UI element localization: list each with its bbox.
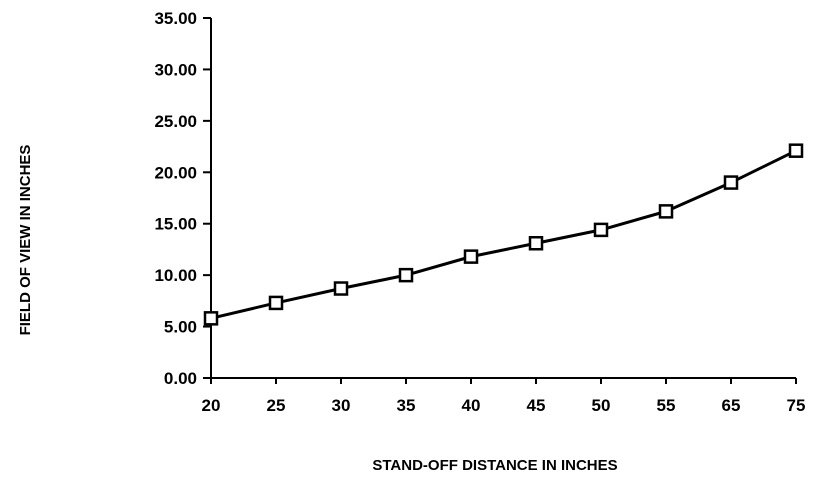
- x-tick-label: 40: [462, 396, 481, 415]
- y-axis-title: FIELD OF VIEW IN INCHES: [17, 145, 34, 336]
- y-tick-label: 5.00: [164, 318, 197, 337]
- y-tick-label: 20.00: [154, 163, 197, 182]
- x-tick-label: 65: [722, 396, 741, 415]
- y-tick-label: 25.00: [154, 112, 197, 131]
- x-tick-label: 75: [787, 396, 806, 415]
- series-line: [210, 149, 797, 320]
- x-tick-label: 20: [202, 396, 221, 415]
- data-point-marker: [593, 222, 609, 238]
- data-point-marker: [528, 236, 544, 251]
- data-point-marker: [398, 267, 414, 283]
- y-tick-label: 10.00: [154, 266, 197, 285]
- x-tick-label: 25: [267, 396, 286, 415]
- x-tick-label: 35: [397, 396, 416, 415]
- x-tick-label: 45: [527, 396, 546, 415]
- data-point-marker: [463, 249, 479, 264]
- data-point-marker: [658, 204, 674, 219]
- x-axis-title: STAND-OFF DISTANCE IN INCHES: [372, 457, 617, 474]
- x-axis-ticks: 20 25 30 35 40 45 50 55 65 75: [202, 378, 806, 415]
- y-tick-label: 15.00: [154, 215, 197, 234]
- data-point-marker: [788, 143, 804, 158]
- series-field-of-view: [203, 143, 804, 326]
- data-point-marker: [268, 295, 284, 311]
- y-tick-label: 35.00: [154, 9, 197, 28]
- data-point-marker: [333, 281, 349, 296]
- y-axis-ticks: 0.00 5.00 10.00 15.00 20.00 25.00 30.00 35.00: [154, 9, 211, 388]
- y-tick-label: 0.00: [164, 369, 197, 388]
- data-point-marker: [723, 175, 739, 190]
- data-point-marker: [203, 311, 219, 326]
- x-tick-label: 50: [592, 396, 611, 415]
- y-tick-label: 30.00: [154, 60, 197, 79]
- x-tick-label: 30: [332, 396, 351, 415]
- x-tick-label: 55: [657, 396, 676, 415]
